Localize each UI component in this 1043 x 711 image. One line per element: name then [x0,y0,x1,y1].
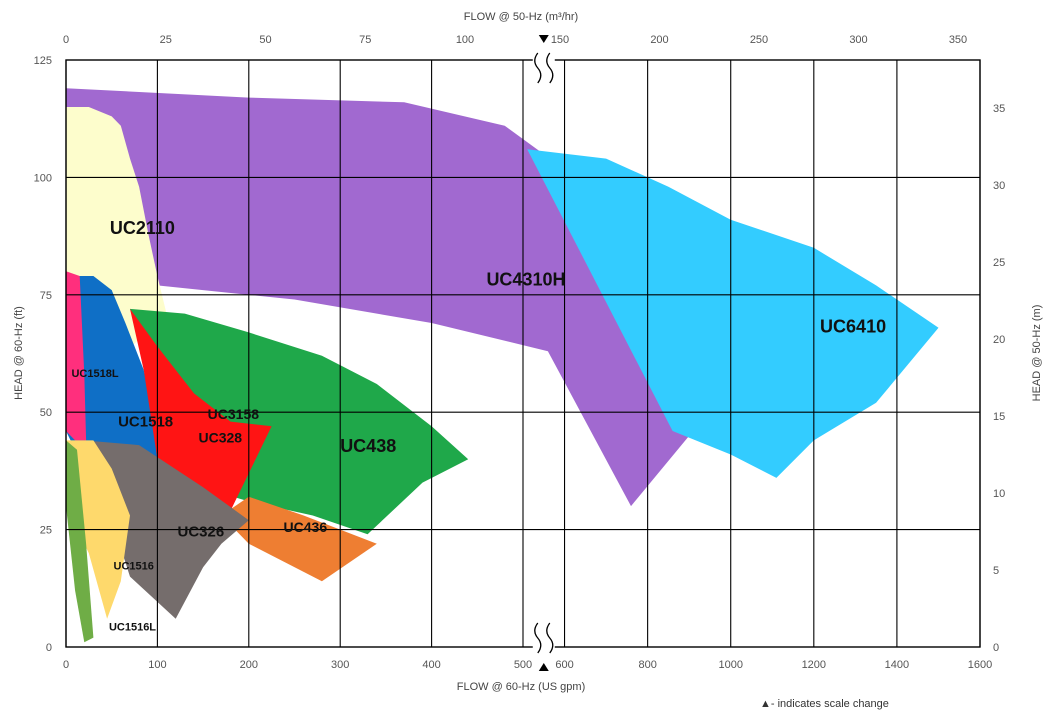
y-right-tick-label: 0 [993,642,999,654]
x-top-tick-label: 0 [63,34,69,46]
x-axis-bottom-title: FLOW @ 60-Hz (US gpm) [457,681,586,693]
x-bottom-tick-label: 200 [240,659,258,671]
region-label: UC1516 [114,561,154,573]
x-top-tick-label: 100 [456,34,474,46]
x-bottom-tick-label: 1000 [718,659,742,671]
region-label: UC328 [199,430,243,446]
y-left-tick-label: 25 [40,525,52,537]
top-scale-break-gap [532,53,555,83]
y-axis-left-title: HEAD @ 60-Hz (ft) [13,306,25,400]
y-right-tick-label: 15 [993,411,1005,423]
region-label: UC2110 [110,218,175,238]
x-top-tick-label: 250 [750,34,768,46]
y-right-tick-label: 30 [993,180,1005,192]
bottom-scale-change-marker [538,663,549,671]
x-bottom-tick-label: 1400 [885,659,909,671]
region-uc1518l [66,271,87,441]
bottom-scale-break-right-squiggle [546,622,554,654]
x-bottom-tick-label: 1600 [968,659,992,671]
region-label: UC1516L [109,622,156,634]
x-bottom-tick-label: 500 [514,659,532,671]
bottom-scale-break-left-squiggle [534,622,542,654]
region-label: UC436 [284,519,328,535]
y-left-tick-label: 0 [46,642,52,654]
region-label: UC4310H [486,269,565,289]
region-label: UC6410 [820,316,886,336]
region-uc1516l [66,440,94,643]
plot-frame [65,59,981,648]
region-label: UC326 [178,524,225,541]
region-label: UC3158 [208,406,260,422]
x-top-tick-label: 25 [160,34,172,46]
x-top-tick-label: 350 [949,34,967,46]
region-label: UC1518 [118,413,173,430]
region-uc6410 [527,149,939,478]
y-right-tick-label: 25 [993,257,1005,269]
x-bottom-tick-label: 300 [331,659,349,671]
x-bottom-tick-label: 600 [555,659,573,671]
y-left-tick-label: 75 [40,290,52,302]
x-bottom-tick-label: 1200 [802,659,826,671]
x-bottom-tick-label: 100 [148,659,166,671]
y-right-tick-label: 10 [993,488,1005,500]
y-left-tick-label: 125 [34,55,52,67]
scale-breaks [532,35,555,671]
y-left-tick-label: 100 [34,172,52,184]
region-uc1518 [66,276,158,460]
curve-regions [66,88,939,643]
y-right-tick-label: 20 [993,334,1005,346]
x-top-tick-label: 50 [259,34,271,46]
y-axis-right-title: HEAD @ 50-Hz (m) [1031,305,1043,402]
bottom-scale-break-gap [532,623,555,653]
region-label: UC438 [340,436,396,456]
x-axis-top-title: FLOW @ 50-Hz (m³/hr) [464,11,578,23]
region-uc3158 [130,308,272,511]
y-right-tick-label: 5 [993,565,999,577]
region-uc436 [221,496,377,582]
y-left-tick-label: 50 [40,407,52,419]
region-labels: UC2110 UC4310H UC6410 UC1518L UC1518 UC3158 UC… [71,218,886,634]
x-top-tick-label: 300 [849,34,867,46]
top-scale-break-left-squiggle [534,52,542,84]
top-scale-break-right-squiggle [546,52,554,84]
scale-change-note: ▲- indicates scale change [760,698,889,710]
y-right-tick-label: 35 [993,103,1005,115]
x-top-tick-label: 150 [551,34,569,46]
top-scale-change-marker [538,35,549,43]
x-bottom-tick-label: 800 [638,659,656,671]
chart-grid [65,59,981,648]
x-top-tick-label: 200 [650,34,668,46]
x-top-tick-label: 75 [359,34,371,46]
x-bottom-tick-label: 400 [422,659,440,671]
region-label: UC1518L [71,368,118,380]
x-bottom-tick-label: 0 [63,659,69,671]
